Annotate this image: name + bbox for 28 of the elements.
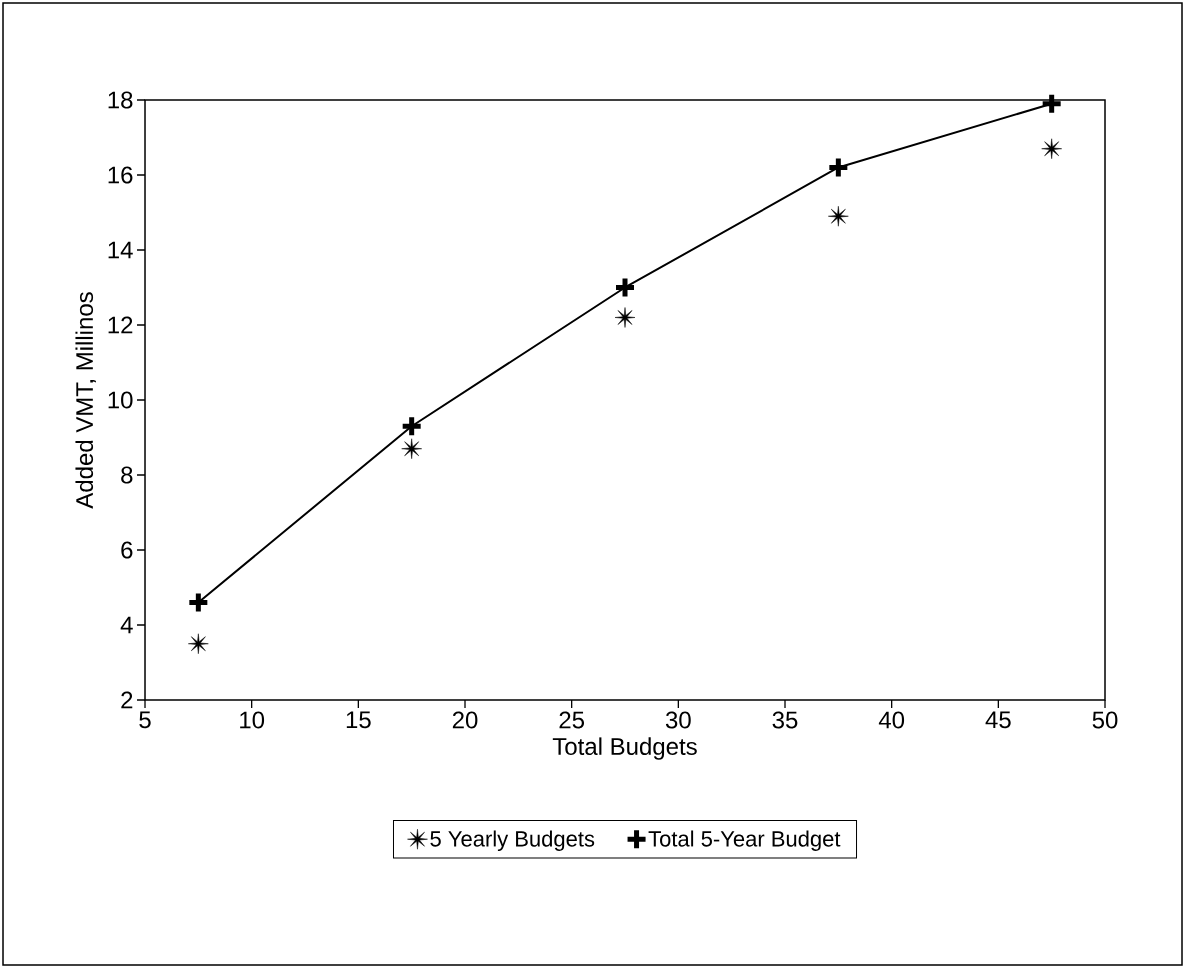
y-tick-label: 4 bbox=[120, 616, 133, 634]
x-tick-label: 15 bbox=[346, 711, 371, 729]
x-tick-label: 5 bbox=[139, 711, 151, 729]
x-tick-label: 50 bbox=[1092, 711, 1118, 729]
y-tick-label: 18 bbox=[108, 91, 133, 109]
x-tick-label: 10 bbox=[240, 711, 265, 729]
point bbox=[186, 590, 210, 614]
y-tick-label: 10 bbox=[108, 391, 133, 409]
point bbox=[400, 414, 424, 438]
y-tick-label: 12 bbox=[108, 316, 133, 334]
point bbox=[826, 155, 850, 179]
legend-label: 5 Yearly Budgets bbox=[430, 830, 595, 851]
point bbox=[1040, 92, 1064, 116]
y-tick-label: 14 bbox=[108, 241, 133, 259]
x-tick-label: 40 bbox=[878, 711, 905, 729]
legend-label: Total 5-Year Budget bbox=[648, 830, 841, 851]
x-tick-label: 45 bbox=[985, 711, 1011, 729]
x-tick-label: 20 bbox=[452, 711, 478, 729]
y-tick-label: 2 bbox=[121, 691, 133, 709]
x-tick-label: 30 bbox=[665, 711, 691, 729]
x-axis-title: Total Budgets bbox=[552, 737, 697, 760]
y-tick-label: 6 bbox=[121, 541, 133, 559]
x-tick-label: 25 bbox=[559, 711, 585, 729]
point bbox=[613, 275, 637, 299]
y-tick-label: 8 bbox=[121, 466, 133, 484]
y-axis-title: Added VMT, Millinos bbox=[75, 292, 96, 509]
y-tick-label: 16 bbox=[108, 166, 133, 184]
x-tick-label: 35 bbox=[772, 711, 798, 729]
